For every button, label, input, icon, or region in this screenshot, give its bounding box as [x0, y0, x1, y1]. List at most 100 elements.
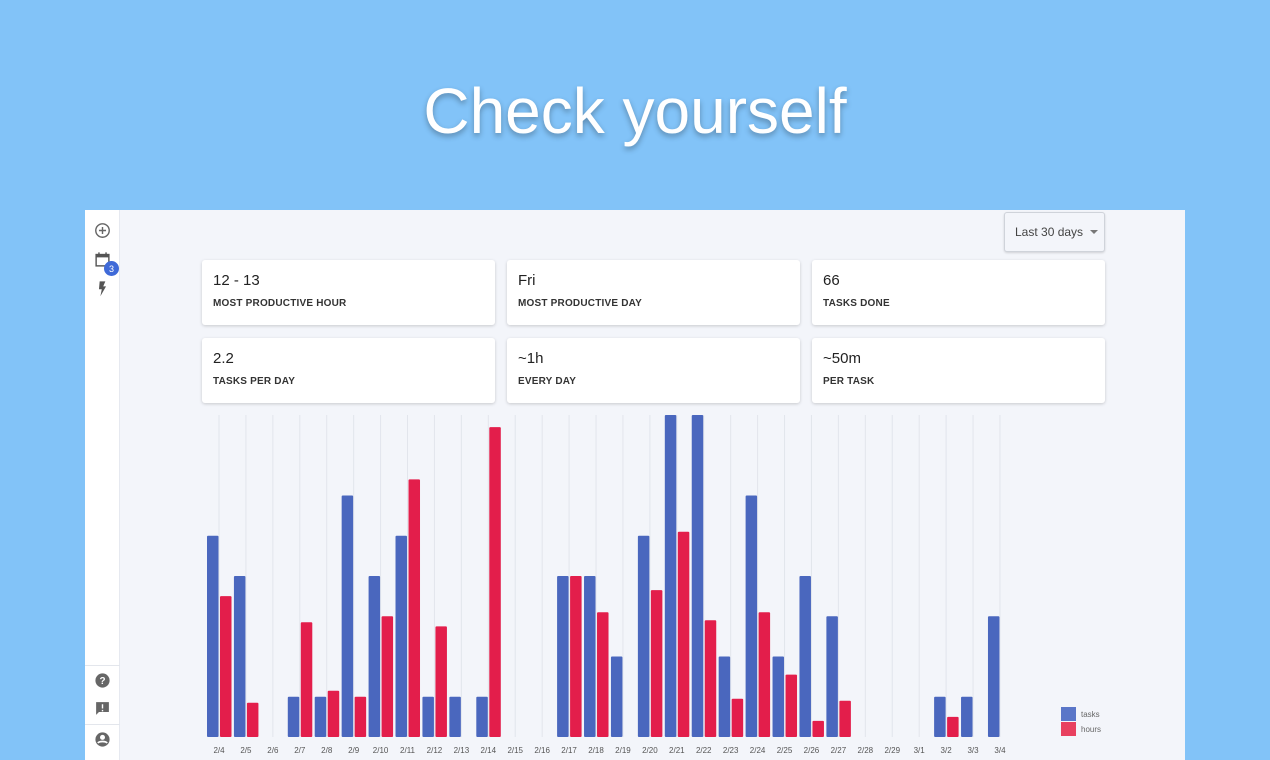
bar-hours	[246, 702, 259, 737]
bar-tasks	[207, 535, 219, 737]
bar-tasks	[664, 415, 677, 737]
stat-value: 2.2	[213, 350, 234, 367]
date-range-select[interactable]: Last 30 days	[1004, 212, 1105, 252]
x-tick-label: 2/21	[669, 746, 685, 755]
stat-value: Fri	[518, 272, 536, 289]
bar-tasks	[368, 576, 381, 737]
bar-hours	[650, 590, 663, 737]
bar-tasks	[314, 696, 327, 737]
calendar-icon[interactable]	[93, 250, 112, 269]
stat-label: MOST PRODUCTIVE HOUR	[213, 298, 347, 309]
bar-tasks	[961, 696, 973, 737]
bar-tasks	[449, 696, 461, 737]
bar-tasks	[341, 495, 354, 737]
bar-tasks	[826, 616, 838, 737]
legend-label-tasks: tasks	[1081, 710, 1100, 719]
x-tick-label: 2/15	[507, 746, 523, 755]
bar-tasks	[718, 656, 731, 737]
stat-value: ~50m	[823, 350, 861, 367]
bar-tasks	[287, 696, 300, 737]
bar-tasks	[691, 415, 704, 737]
x-tick-label: 3/1	[914, 746, 926, 755]
bar-hours	[300, 622, 313, 737]
bar-hours	[381, 616, 394, 737]
stat-card-tasks-done: 66 TASKS DONE	[812, 260, 1105, 325]
add-circle-icon[interactable]	[93, 221, 112, 240]
x-tick-label: 2/29	[884, 746, 900, 755]
bar-hours	[785, 674, 798, 737]
x-tick-label: 2/17	[561, 746, 577, 755]
stat-label: TASKS PER DAY	[213, 376, 296, 387]
bar-hours	[731, 698, 744, 737]
tasks-hours-bar-chart: 2/4 2/5 2/6 2/7 2/8 2/9 2/10 2/11 2/12 2/13 2/14 2/…	[207, 415, 1101, 755]
x-tick-label: 2/6	[267, 746, 279, 755]
sidebar: 3 ?	[85, 210, 120, 760]
bar-tasks	[610, 656, 623, 737]
bar-hours	[947, 716, 959, 737]
bar-tasks	[395, 535, 408, 737]
x-tick-label: 2/9	[348, 746, 360, 755]
bar-hours	[354, 696, 367, 737]
bar-tasks	[422, 696, 434, 737]
bar-hours	[677, 531, 690, 737]
bar-tasks	[233, 576, 246, 737]
calendar-badge: 3	[104, 261, 119, 276]
stat-value: ~1h	[518, 350, 544, 367]
stat-card-per-task: ~50m PER TASK	[812, 338, 1105, 403]
bar-tasks	[772, 656, 785, 737]
svg-text:?: ?	[99, 676, 105, 687]
x-tick-label: 2/4	[213, 746, 225, 755]
bar-tasks	[799, 576, 811, 737]
bar-tasks	[557, 576, 569, 737]
stat-label: PER TASK	[823, 376, 875, 387]
x-tick-label: 3/2	[941, 746, 953, 755]
stat-label: MOST PRODUCTIVE DAY	[518, 298, 643, 309]
bar-hours	[758, 612, 771, 737]
x-tick-label: 2/11	[400, 746, 416, 755]
bar-tasks	[987, 616, 1000, 737]
legend-swatch-tasks	[1061, 707, 1076, 721]
stat-value: 66	[823, 272, 840, 289]
chevron-down-icon	[1090, 230, 1099, 234]
bar-tasks	[934, 696, 946, 737]
x-tick-label: 2/13	[454, 746, 470, 755]
divider	[85, 724, 120, 725]
hero-title: Check yourself	[423, 75, 847, 147]
stats-panel: 3 ? Last 30 days 12 - 13 MOST PRODUCTIVE …	[85, 210, 1185, 760]
legend-label-hours: hours	[1081, 725, 1101, 734]
help-icon[interactable]: ?	[93, 671, 112, 690]
date-range-value: Last 30 days	[1015, 225, 1084, 239]
x-tick-label: 2/16	[534, 746, 550, 755]
bar-hours	[704, 620, 717, 737]
bar-tasks	[745, 495, 758, 737]
bar-hours	[839, 700, 851, 737]
x-tick-label: 2/22	[696, 746, 712, 755]
bar-hours	[812, 720, 824, 737]
x-tick-label: 2/18	[588, 746, 604, 755]
stat-card-productive-hour: 12 - 13 MOST PRODUCTIVE HOUR	[202, 260, 495, 325]
x-tick-label: 2/26	[804, 746, 820, 755]
stat-card-every-day: ~1h EVERY DAY	[507, 338, 800, 403]
x-tick-label: 2/12	[427, 746, 443, 755]
x-tick-label: 2/7	[294, 746, 306, 755]
lightning-icon[interactable]	[93, 279, 112, 298]
x-tick-label: 2/10	[373, 746, 389, 755]
account-icon[interactable]	[93, 730, 112, 749]
x-tick-label: 2/24	[750, 746, 766, 755]
bar-tasks	[637, 535, 650, 737]
bar-hours	[327, 690, 340, 737]
stat-card-productive-day: Fri MOST PRODUCTIVE DAY	[507, 260, 800, 325]
feedback-icon[interactable]	[93, 699, 112, 718]
bar-hours	[597, 612, 609, 737]
stat-label: TASKS DONE	[823, 298, 890, 309]
legend-swatch-hours	[1061, 722, 1076, 736]
x-tick-label: 2/28	[858, 746, 874, 755]
bar-hours	[570, 576, 582, 737]
bar-tasks	[584, 576, 596, 737]
x-tick-label: 2/27	[831, 746, 847, 755]
x-tick-label: 2/23	[723, 746, 739, 755]
x-tick-label: 2/8	[321, 746, 333, 755]
stat-card-tasks-per-day: 2.2 TASKS PER DAY	[202, 338, 495, 403]
bar-hours	[435, 626, 447, 737]
stat-label: EVERY DAY	[518, 376, 577, 387]
